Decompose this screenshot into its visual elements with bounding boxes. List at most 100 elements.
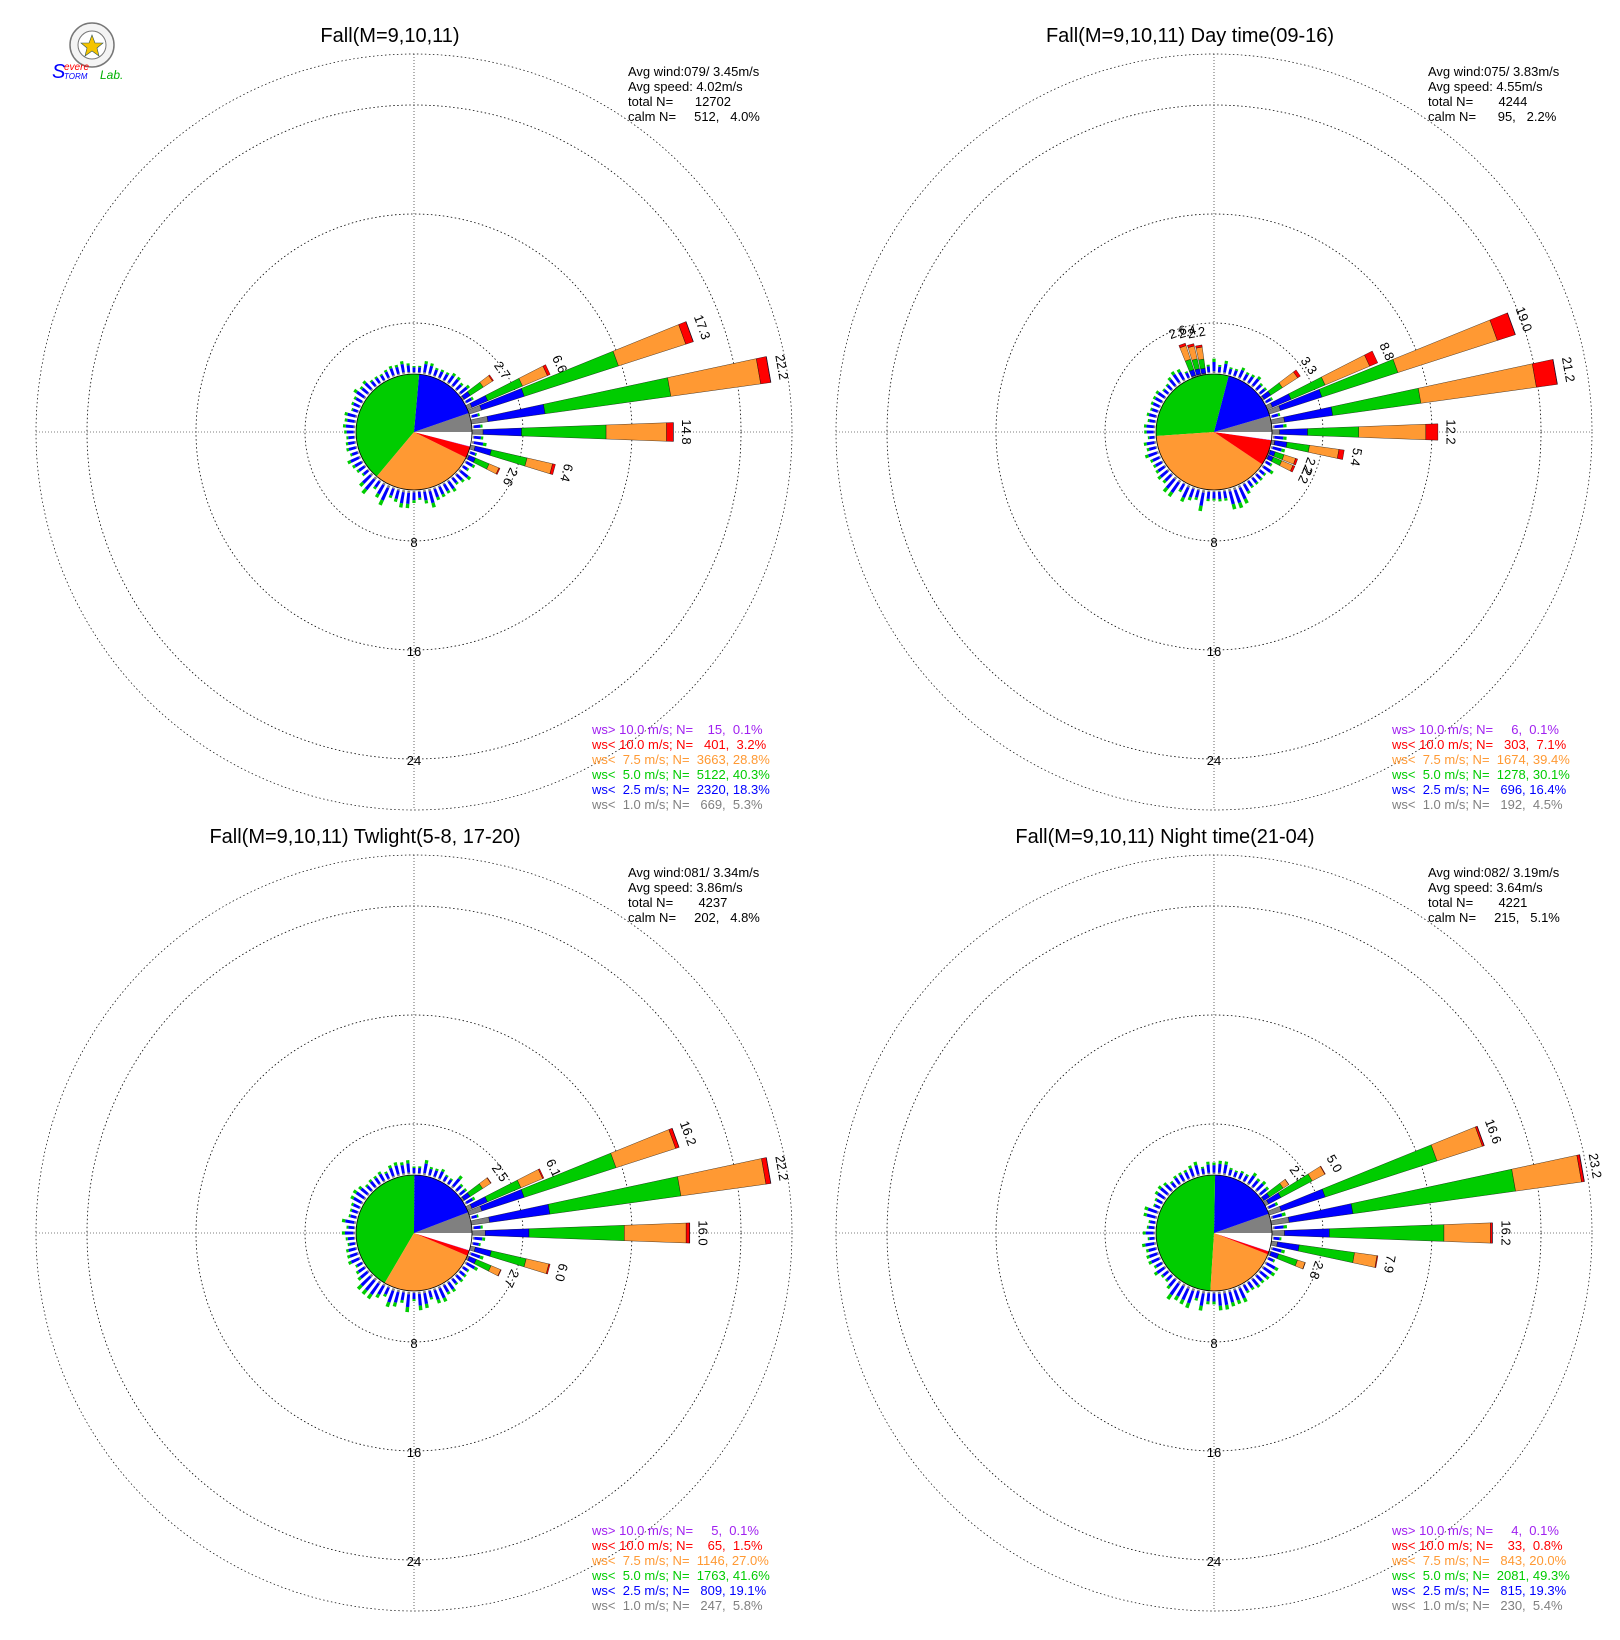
wind-dash [461,464,464,468]
wind-dash [418,1166,422,1169]
wind-dash [473,1266,479,1271]
wind-dash [1154,1221,1157,1225]
windrose-panel: Fall(M=9,10,11) Night time(21-04) 8 16 24 Av… [835,826,1605,1613]
wind-dash [355,1191,366,1200]
wind-dash [446,1290,451,1295]
wind-dash [1238,487,1247,500]
wind-dash [394,364,399,368]
wind-dash [1227,1289,1232,1293]
wind-dash [1143,442,1147,446]
wind-dash [364,1183,369,1188]
wind-dash [1233,370,1238,377]
wind-dash [1188,488,1195,498]
wind-dash [1170,388,1174,392]
wind-bar-segment [1425,423,1439,441]
wind-dash [455,473,463,481]
wind-dash [1150,459,1154,463]
wind-dash [382,1180,386,1183]
wind-dash [451,1288,457,1293]
wind-dash [1155,1261,1163,1268]
wind-dash [432,486,437,490]
wind-dash [471,464,476,469]
ring-label: 24 [1207,753,1221,768]
wind-dash [1155,445,1158,449]
wind-dash [388,1167,395,1177]
wind-dash [1272,1236,1274,1240]
wind-bar-label: 16.2 [677,1119,700,1148]
wind-dash [378,479,382,483]
wind-bar-segment [1290,465,1296,473]
wind-dash [447,375,455,384]
wind-dash [391,1287,396,1292]
wind-dash [344,411,348,416]
wind-bar-segment [1198,358,1206,370]
wind-dash [437,484,441,488]
wind-dash [1143,424,1147,428]
wind-dash [477,412,480,417]
wind-dash [450,1277,454,1280]
wind-dash [436,1298,442,1304]
wind-dash [1166,1284,1171,1290]
wind-bar-segment [765,356,772,383]
wind-dash [357,1211,360,1215]
ring-label: 8 [1210,535,1217,550]
wind-dash [1228,1169,1233,1176]
wind-bar-segment [1418,363,1537,404]
stat-avg-wind: Avg wind:079/ 3.45m/s [628,64,760,79]
wind-dash [384,1287,390,1295]
wind-dash [1148,1260,1153,1265]
wind-dash [346,418,355,423]
wind-dash [1184,1171,1190,1179]
wind-dash [1206,491,1211,499]
wind-dash [1272,1226,1275,1230]
wind-dash [1176,368,1181,374]
wind-dash [344,418,348,422]
wind-dash [1222,372,1226,375]
wind-dash [1162,388,1166,392]
wind-dash [386,484,391,489]
wind-dash [1259,477,1263,481]
wind-dash [1233,489,1242,504]
panel-title: Fall(M=9,10,11) Twlight(5-8, 17-20) [209,826,520,848]
stat-total: total N= 4221 [1428,895,1527,910]
wind-dash [1218,1305,1223,1311]
wind-dash [1163,1197,1167,1201]
wind-dash [1246,1289,1250,1294]
speed-pie-calm-slice [1214,432,1272,440]
wind-dash [353,430,356,434]
wind-dash [366,1293,373,1300]
speed-pie-calm-slice [414,1233,472,1251]
wind-dash [341,1218,346,1223]
wind-dash [1156,1251,1160,1255]
wind-dash [1257,375,1262,381]
ring-label: 16 [1207,1445,1221,1460]
wind-dash [392,1301,397,1307]
wind-dash [1151,408,1159,413]
wind-bar-segment [677,1158,767,1197]
speed-pie-slice [1210,1233,1268,1291]
wind-dash [1170,481,1180,494]
wind-dash [407,490,411,493]
wind-dash [353,1221,357,1225]
wind-dash [1260,1279,1265,1284]
wind-dash [358,405,362,409]
wind-dash [374,492,380,498]
wind-dash [1187,377,1191,380]
wind-dash [361,472,365,477]
wind-bar-label: 2.2 [1295,463,1316,486]
wind-dash [347,1260,353,1265]
wind-dash [471,1214,478,1219]
stat-total: total N= 4237 [628,895,727,910]
wind-dash [1185,372,1190,379]
wind-dash [374,376,378,380]
wind-dash [1246,1280,1250,1284]
wind-dash [465,397,473,404]
wind-dash [402,1173,406,1176]
wind-dash [394,490,400,500]
wind-dash [1148,1252,1158,1258]
wind-dash [1147,451,1158,458]
wind-dash [1164,1183,1173,1192]
wind-dash [473,1225,481,1230]
wind-dash [1217,372,1221,374]
